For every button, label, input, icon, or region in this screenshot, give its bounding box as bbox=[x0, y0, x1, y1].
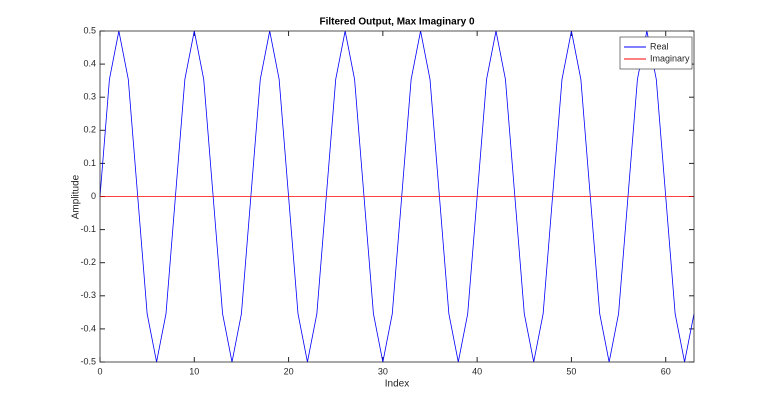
axes-box bbox=[99, 30, 695, 363]
y-tick-label: 0.5 bbox=[83, 25, 96, 35]
x-tick-label: 40 bbox=[472, 366, 482, 376]
y-tick-label: 0.2 bbox=[83, 125, 96, 135]
legend-label: Imaginary bbox=[650, 53, 690, 63]
y-tick-label: 0.4 bbox=[83, 58, 96, 68]
y-axis-label: Amplitude bbox=[71, 174, 82, 219]
x-axis-label: Index bbox=[385, 379, 409, 390]
x-tick-label: 10 bbox=[189, 366, 199, 376]
chart-title: Filtered Output, Max Imaginary 0 bbox=[319, 17, 474, 28]
y-tick-label: -0.1 bbox=[80, 224, 96, 234]
legend-label: Real bbox=[650, 41, 669, 51]
x-tick-label: 60 bbox=[661, 366, 671, 376]
y-tick-label: -0.3 bbox=[80, 290, 96, 300]
x-tick-label: 0 bbox=[97, 366, 102, 376]
y-tick-label: -0.5 bbox=[80, 356, 96, 366]
x-tick-label: 20 bbox=[284, 366, 294, 376]
y-tick-label: -0.2 bbox=[80, 257, 96, 267]
y-tick-label: 0.1 bbox=[83, 158, 96, 168]
x-tick-label: 50 bbox=[566, 366, 576, 376]
x-tick-label: 30 bbox=[378, 366, 388, 376]
legend-box bbox=[619, 36, 693, 70]
y-tick-label: 0 bbox=[91, 191, 96, 201]
y-tick-label: 0.3 bbox=[83, 92, 96, 102]
series-line bbox=[99, 30, 695, 363]
y-tick-label: -0.4 bbox=[80, 323, 96, 333]
